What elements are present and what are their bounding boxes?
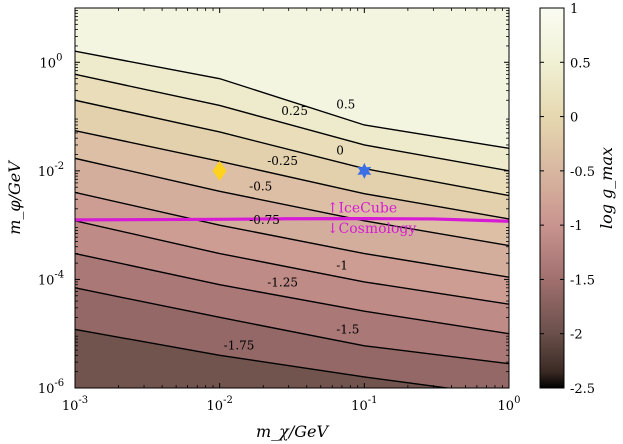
x-tick-label: 10-3 [62, 395, 88, 414]
diamond-marker [212, 160, 227, 181]
cosmology-label: ↓Cosmology [327, 221, 417, 237]
contour-label: -1.5 [336, 322, 359, 336]
contour-label: -0.75 [249, 213, 280, 227]
y-tick-label: 100 [40, 52, 63, 71]
x-axis-title-text: m_χ/GeV [256, 422, 330, 441]
colorbar-tick-label: -0.5 [570, 165, 595, 180]
plot-area: 0.5 0.25 0 -0.25 -0.5 -0.75 -1 -1.25 -1.5 -1.75 ↑… [74, 7, 510, 389]
x-axis-title: m_χ/GeV [256, 422, 330, 441]
colorbar-title: log g_max [597, 147, 616, 229]
colorbar-tick-label: -1.5 [570, 273, 595, 288]
x-tick-label: 100 [498, 395, 521, 414]
colorbar: 1 0.5 0 -0.5 -1 -1.5 -2 -2.5 log g_max [539, 2, 616, 397]
x-tick-label: 10-1 [351, 395, 377, 414]
contour-line [75, 220, 509, 305]
colorbar-gradient [539, 7, 565, 389]
y-axis-title: m_φ/GeV [5, 160, 24, 235]
contour-label: -0.25 [267, 154, 298, 168]
contour-line [75, 129, 509, 220]
icecube-label: ↑IceCube [327, 201, 397, 217]
colorbar-tick-label: 1 [570, 2, 578, 17]
contour-line [75, 191, 509, 278]
contour-label: 0.25 [281, 104, 308, 118]
colorbar-tick-label: -2 [570, 328, 583, 343]
y-tick-label: 10-2 [38, 161, 64, 180]
band [75, 287, 509, 388]
colorbar-tick-label: 0.5 [570, 56, 591, 71]
contour-line [75, 157, 509, 247]
contour-label: -0.5 [249, 180, 272, 194]
contour-label: 0.5 [336, 98, 355, 112]
band [75, 100, 509, 219]
contour-line [75, 328, 453, 388]
contour-label: 0 [336, 143, 344, 157]
colorbar-tick-label: 0 [570, 111, 578, 126]
band [75, 130, 509, 246]
star-marker [357, 162, 372, 179]
contour-label: -1.75 [224, 338, 255, 352]
band [75, 220, 509, 334]
contour-line [75, 252, 509, 335]
y-axis-title-text: m_φ/GeV [5, 160, 24, 235]
band-top [75, 8, 509, 149]
x-tick-label: 10-2 [207, 395, 233, 414]
colorbar-tick-label: -1 [570, 219, 583, 234]
contour-label: -1 [336, 259, 348, 273]
y-tick-label: 10-4 [38, 269, 64, 288]
band [75, 253, 509, 364]
y-tick-label: 10-6 [38, 378, 64, 397]
contour-label: -1.25 [267, 276, 298, 290]
contour-line [75, 99, 509, 197]
band [75, 51, 509, 171]
plot-frame [74, 7, 510, 389]
band-bottom [75, 329, 447, 388]
icecube-cosmology-boundary [75, 216, 509, 223]
contour-line [75, 50, 509, 150]
band [75, 74, 509, 196]
contour-line [75, 287, 509, 365]
colorbar-tick-label: -2.5 [570, 382, 595, 397]
colorbar-title-text: log g_max [597, 147, 616, 229]
contour-line [75, 73, 509, 172]
